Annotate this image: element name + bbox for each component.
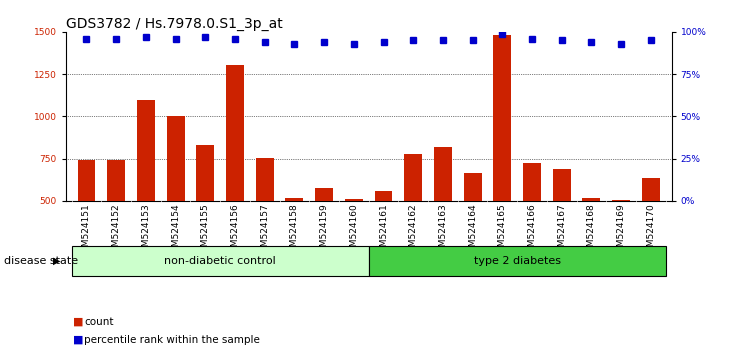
Bar [374,191,393,286]
Text: GSM524155: GSM524155 [201,203,210,258]
Bar [226,65,244,286]
Bar [612,200,630,286]
Text: disease state: disease state [4,256,78,266]
Bar [285,198,303,286]
Bar [553,169,571,286]
Text: ■: ■ [73,335,83,345]
Bar [345,199,363,286]
Text: GSM524165: GSM524165 [498,203,507,258]
Bar [137,99,155,286]
Text: non-diabetic control: non-diabetic control [164,256,276,266]
Text: GDS3782 / Hs.7978.0.S1_3p_at: GDS3782 / Hs.7978.0.S1_3p_at [66,17,283,31]
Bar [369,246,666,276]
Text: GSM524170: GSM524170 [646,203,656,258]
Text: type 2 diabetes: type 2 diabetes [474,256,561,266]
Text: GSM524151: GSM524151 [82,203,91,258]
Bar [404,154,422,286]
Bar [77,160,96,286]
Bar [72,246,369,276]
Bar [255,158,274,286]
Bar [434,147,452,286]
Bar [464,173,482,286]
Text: GSM524159: GSM524159 [320,203,328,258]
Text: GSM524154: GSM524154 [171,203,180,258]
Text: ▶: ▶ [53,256,60,266]
Bar [196,145,214,286]
Bar [523,163,541,286]
Bar [315,188,333,286]
Text: GSM524169: GSM524169 [617,203,626,258]
Bar [642,178,660,286]
Text: GSM524168: GSM524168 [587,203,596,258]
Text: GSM524157: GSM524157 [260,203,269,258]
Text: GSM524160: GSM524160 [349,203,358,258]
Text: count: count [84,317,113,327]
Bar [166,115,185,286]
Text: percentile rank within the sample: percentile rank within the sample [84,335,260,345]
Bar [493,35,511,286]
Text: GSM524152: GSM524152 [112,203,120,258]
Text: GSM524153: GSM524153 [142,203,150,258]
Bar [107,160,125,286]
Text: GSM524156: GSM524156 [231,203,239,258]
Text: GSM524161: GSM524161 [379,203,388,258]
Text: ■: ■ [73,317,83,327]
Text: GSM524162: GSM524162 [409,203,418,258]
Bar [583,198,600,286]
Text: GSM524163: GSM524163 [439,203,447,258]
Text: GSM524164: GSM524164 [468,203,477,258]
Text: GSM524158: GSM524158 [290,203,299,258]
Text: GSM524167: GSM524167 [557,203,566,258]
Text: GSM524166: GSM524166 [528,203,537,258]
